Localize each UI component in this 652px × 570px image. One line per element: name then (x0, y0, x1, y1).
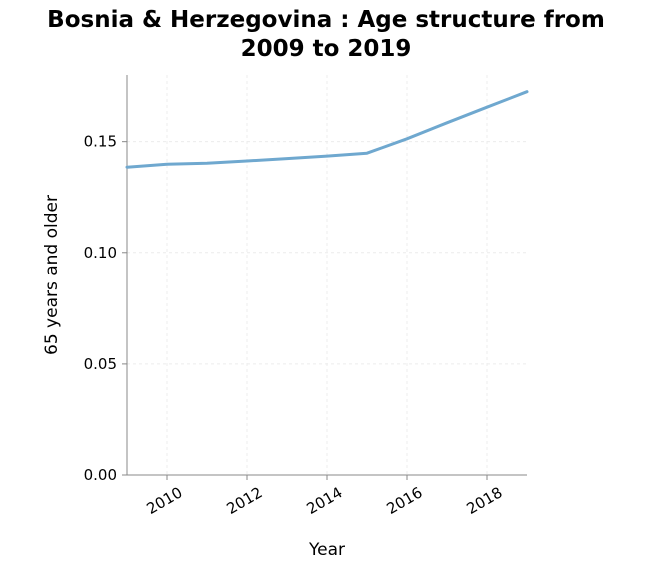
series-line (125, 90, 529, 169)
series-layer (125, 90, 529, 169)
x-tick-label: 2014 (303, 483, 345, 518)
x-tick-label: 2016 (383, 483, 425, 518)
chart-title: Bosnia & Herzegovina : Age structure fro… (47, 7, 605, 62)
y-tick-label: 0.00 (84, 466, 117, 484)
y-tick-label: 0.10 (84, 244, 117, 262)
x-axis-title: Year (308, 540, 345, 560)
x-tick-label: 2012 (223, 483, 265, 518)
grid-lines (127, 75, 527, 476)
y-tick-label: 0.15 (84, 133, 117, 151)
x-tick-label: 2018 (463, 483, 505, 518)
y-tick-label: 0.05 (84, 355, 117, 373)
axes (122, 75, 527, 480)
tick-labels: 0.00 0.05 0.10 0.15 2010 2012 2014 2016 2018 (84, 133, 506, 518)
x-tick-label: 2010 (143, 483, 185, 518)
y-axis-title: 65 years and older (42, 195, 62, 355)
